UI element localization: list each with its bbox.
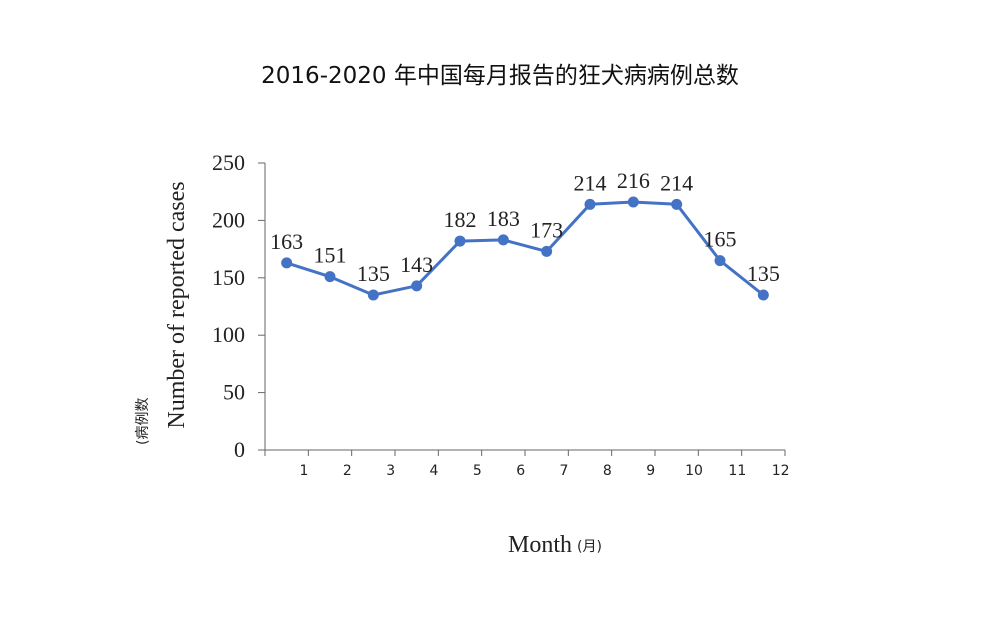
x-tick-label: 5: [473, 463, 482, 479]
data-point: [454, 235, 466, 247]
x-axis-label: Month: [508, 532, 572, 558]
y-tick-label: 250: [212, 150, 245, 175]
x-tick-label: 1: [300, 463, 309, 479]
series-line: [286, 200, 765, 297]
y-axis-label: Number of reported cases: [164, 181, 190, 428]
data-label: 165: [704, 227, 737, 252]
x-tick-label: 3: [386, 463, 395, 479]
x-tick-label: 10: [685, 463, 703, 479]
data-point: [541, 245, 553, 257]
data-label: 173: [530, 217, 563, 242]
x-axis-ticks: 1 2 3 4 5 6 7 8 9 10 11 12: [264, 450, 790, 479]
y-tick-label: 200: [212, 207, 245, 232]
data-point: [757, 289, 769, 301]
data-point: [627, 196, 639, 208]
data-point: [714, 255, 726, 267]
data-label: 214: [660, 170, 693, 195]
x-tick-label: 7: [560, 463, 569, 479]
data-label: 182: [444, 207, 477, 232]
data-label: 151: [314, 243, 347, 268]
y-tick-label: 150: [212, 265, 245, 290]
data-point: [411, 280, 423, 292]
data-label: 135: [747, 261, 780, 286]
x-tick-label: 8: [603, 463, 612, 479]
data-point: [584, 198, 596, 210]
y-axis-ticks: 0 50 100 150 200 250: [212, 150, 265, 462]
data-label: 163: [270, 229, 303, 254]
y-tick-label: 50: [223, 380, 245, 405]
x-tick-label: 6: [516, 463, 525, 479]
x-tick-label: 12: [772, 463, 790, 479]
data-label: 214: [574, 170, 607, 195]
chart-title: 2016-2020 年中国每月报告的狂犬病病例总数: [261, 63, 739, 89]
data-point: [671, 198, 683, 210]
series-group: 163 151 135 143 182 183 173 214 216 214 165 135: [270, 168, 780, 301]
x-tick-label: 2: [343, 463, 352, 479]
x-axis-unit: (月): [577, 539, 602, 555]
data-point: [324, 271, 336, 283]
y-tick-label: 0: [234, 437, 245, 462]
data-label: 135: [357, 261, 390, 286]
x-tick-label: 9: [646, 463, 655, 479]
x-tick-label: 11: [728, 463, 746, 479]
data-point: [497, 234, 509, 246]
data-point: [281, 257, 293, 269]
data-point: [367, 289, 379, 301]
data-label: 183: [487, 206, 520, 231]
x-tick-label: 4: [430, 463, 439, 479]
data-label: 216: [617, 168, 650, 193]
y-tick-label: 100: [212, 322, 245, 347]
data-label: 143: [400, 252, 433, 277]
y-axis-unit: (病例数: [135, 398, 151, 445]
